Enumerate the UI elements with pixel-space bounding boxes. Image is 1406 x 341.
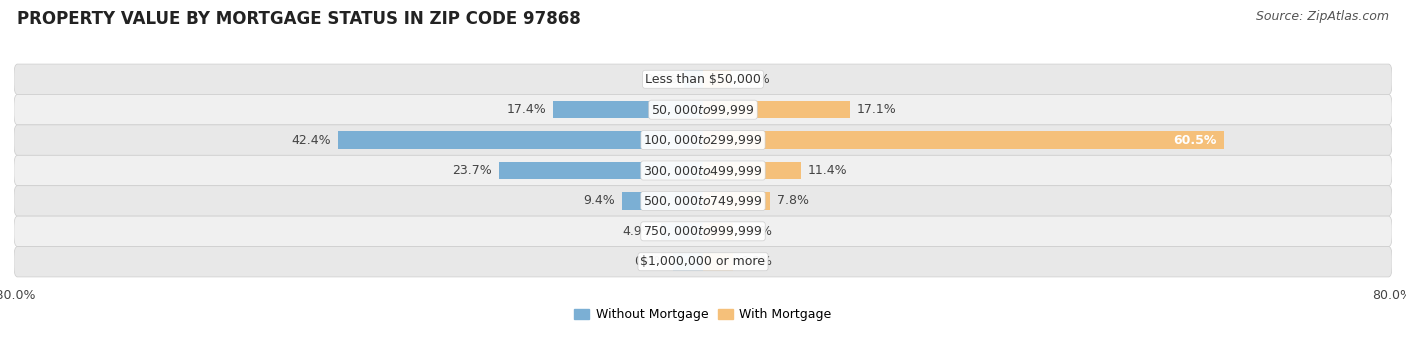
Text: 9.4%: 9.4%	[583, 194, 616, 207]
Text: 42.4%: 42.4%	[291, 134, 330, 147]
Bar	[703, 131, 1225, 149]
Text: 60.5%: 60.5%	[1174, 134, 1218, 147]
Bar	[703, 223, 733, 240]
Text: $50,000 to $99,999: $50,000 to $99,999	[651, 103, 755, 117]
Bar	[661, 223, 703, 240]
Text: 0.0%: 0.0%	[740, 225, 772, 238]
FancyBboxPatch shape	[14, 125, 1392, 155]
Text: $750,000 to $999,999: $750,000 to $999,999	[644, 224, 762, 238]
Bar	[703, 253, 733, 270]
FancyBboxPatch shape	[14, 94, 1392, 125]
Text: $1,000,000 or more: $1,000,000 or more	[641, 255, 765, 268]
Text: 2.2%: 2.2%	[645, 73, 678, 86]
FancyBboxPatch shape	[14, 216, 1392, 247]
Text: 11.4%: 11.4%	[808, 164, 848, 177]
FancyBboxPatch shape	[14, 64, 1392, 94]
Text: 17.1%: 17.1%	[858, 103, 897, 116]
Text: 0.0%: 0.0%	[634, 255, 666, 268]
Text: $500,000 to $749,999: $500,000 to $749,999	[644, 194, 762, 208]
Text: 7.8%: 7.8%	[778, 194, 808, 207]
Bar	[703, 162, 801, 179]
Bar	[621, 192, 703, 210]
Bar	[553, 101, 703, 118]
Bar	[703, 71, 731, 88]
Bar	[703, 192, 770, 210]
Text: Less than $50,000: Less than $50,000	[645, 73, 761, 86]
Text: $300,000 to $499,999: $300,000 to $499,999	[644, 163, 762, 178]
Bar	[499, 162, 703, 179]
Bar	[703, 101, 851, 118]
Text: 17.4%: 17.4%	[506, 103, 547, 116]
FancyBboxPatch shape	[14, 186, 1392, 216]
FancyBboxPatch shape	[14, 155, 1392, 186]
FancyBboxPatch shape	[14, 247, 1392, 277]
Text: $100,000 to $299,999: $100,000 to $299,999	[644, 133, 762, 147]
Text: 0.0%: 0.0%	[740, 255, 772, 268]
Text: 4.9%: 4.9%	[623, 225, 654, 238]
Text: 23.7%: 23.7%	[453, 164, 492, 177]
Legend: Without Mortgage, With Mortgage: Without Mortgage, With Mortgage	[569, 303, 837, 326]
Bar	[337, 131, 703, 149]
Text: Source: ZipAtlas.com: Source: ZipAtlas.com	[1256, 10, 1389, 23]
Text: PROPERTY VALUE BY MORTGAGE STATUS IN ZIP CODE 97868: PROPERTY VALUE BY MORTGAGE STATUS IN ZIP…	[17, 10, 581, 28]
Bar	[673, 253, 703, 270]
Bar	[685, 71, 703, 88]
Text: 3.3%: 3.3%	[738, 73, 770, 86]
